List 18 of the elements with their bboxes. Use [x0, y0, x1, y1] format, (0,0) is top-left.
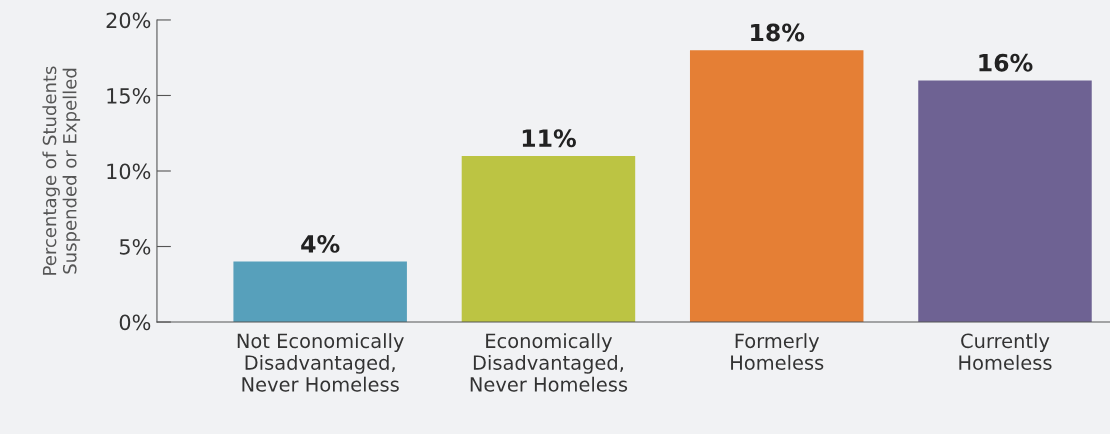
- data-label: 18%: [751, 23, 805, 42]
- y-tick-label: 20%: [106, 12, 151, 29]
- y-tick-label: 15%: [107, 87, 151, 104]
- data-label: 4%: [301, 235, 340, 253]
- y-axis-title: Percentage of Students Suspended or Expelled: [42, 66, 81, 275]
- x-tick-label: Economically Disadvantaged, Never Homeless: [470, 333, 628, 392]
- bar: [461, 155, 636, 323]
- data-label: 11%: [522, 129, 576, 148]
- y-tick-label: 0%: [119, 314, 151, 331]
- bar: [918, 80, 1092, 323]
- x-tick-label: Formerly Homeless: [731, 333, 824, 370]
- x-tick-label: Currently Homeless: [959, 333, 1052, 370]
- data-label: 16%: [979, 53, 1033, 72]
- y-tick-label: 10%: [107, 163, 151, 180]
- bar: [233, 261, 407, 323]
- y-tick-label: 5%: [119, 238, 151, 255]
- x-tick-label: Not Economically Disadvantaged, Never Homeless: [237, 333, 404, 392]
- bar: [689, 50, 864, 323]
